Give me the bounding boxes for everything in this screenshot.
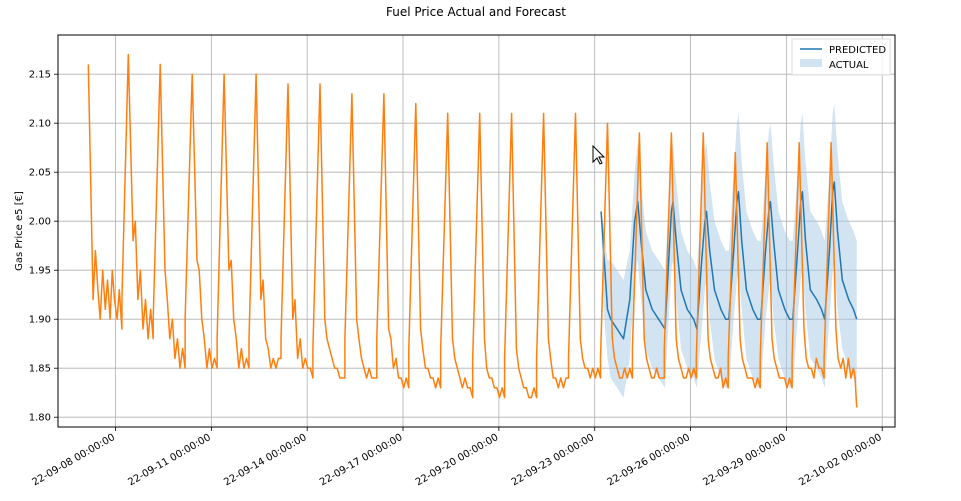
x-tick-label: 22-09-17 00:00:00 bbox=[318, 432, 404, 488]
y-tick-label: 2.00 bbox=[29, 217, 51, 228]
legend: PREDICTED ACTUAL bbox=[791, 38, 891, 76]
y-tick-label: 2.15 bbox=[29, 70, 51, 81]
y-tick-label: 2.05 bbox=[29, 168, 51, 179]
legend-box bbox=[791, 38, 891, 76]
legend-actual-swatch bbox=[800, 59, 822, 67]
x-tick-label: 22-09-14 00:00:00 bbox=[222, 432, 308, 488]
x-tick-label: 22-09-29 00:00:00 bbox=[701, 432, 787, 488]
y-tick-label: 1.85 bbox=[29, 364, 51, 375]
x-tick-label: 22-09-08 00:00:00 bbox=[31, 432, 117, 488]
x-tick-label: 22-09-11 00:00:00 bbox=[126, 432, 212, 488]
plot-frame bbox=[57, 34, 896, 428]
x-tick-label: 22-09-26 00:00:00 bbox=[606, 432, 692, 488]
y-axis-label: Gas Price e5 [€] bbox=[14, 191, 25, 271]
legend-actual-label: ACTUAL bbox=[829, 60, 869, 71]
y-tick-label: 1.90 bbox=[29, 315, 51, 326]
y-tick-label: 1.95 bbox=[29, 266, 51, 277]
chart-title: Fuel Price Actual and Forecast bbox=[386, 5, 566, 19]
x-axis: 22-09-08 00:00:00 22-09-11 00:00:00 22-09-… bbox=[31, 427, 884, 488]
y-axis: 1.80 1.85 1.90 1.95 2.00 2.05 2.10 2.15 bbox=[29, 70, 58, 424]
x-tick-label: 22-09-20 00:00:00 bbox=[414, 432, 500, 488]
y-tick-label: 2.10 bbox=[29, 119, 51, 130]
x-tick-label: 22-09-23 00:00:00 bbox=[510, 432, 596, 488]
series-line-predicted bbox=[600, 181, 858, 340]
x-tick-label: 22-10-02 00:00:00 bbox=[797, 432, 883, 488]
legend-predicted-label: PREDICTED bbox=[829, 45, 886, 56]
series-lines bbox=[87, 53, 858, 408]
mouse-cursor-icon bbox=[592, 145, 606, 165]
y-tick-label: 1.80 bbox=[29, 413, 51, 424]
series-line-actual bbox=[87, 53, 858, 408]
